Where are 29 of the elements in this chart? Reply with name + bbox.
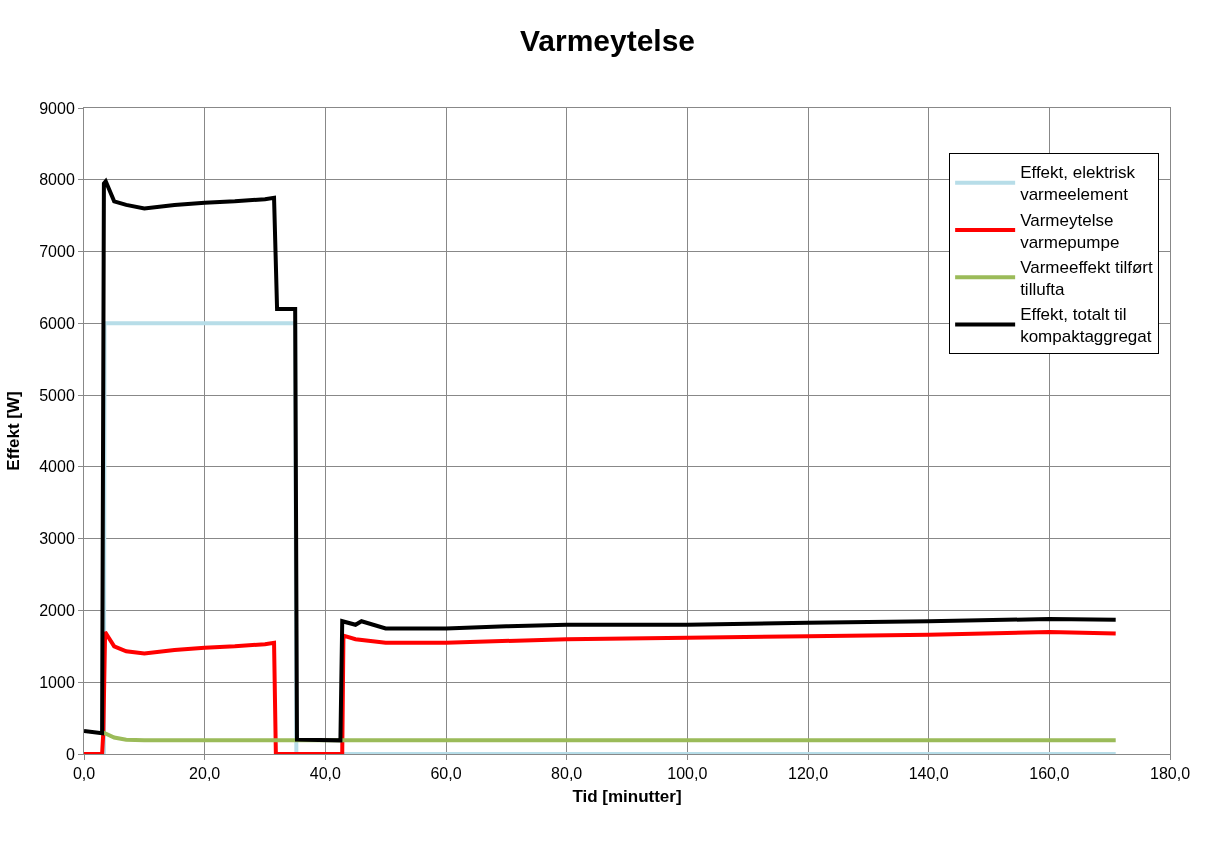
y-tick-label: 2000	[39, 602, 75, 620]
legend-label: Varmeeffekt tilført tillufta	[1020, 257, 1153, 299]
y-tick-label: 6000	[39, 314, 75, 332]
x-tick-label: 40,0	[309, 765, 341, 783]
y-axis-title: Effekt [W]	[3, 391, 23, 471]
y-tick-label: 5000	[39, 386, 75, 404]
legend-label: Effekt, elektrisk varmeelement	[1020, 163, 1136, 205]
y-tick-label: 0	[65, 745, 75, 763]
x-tick-label: 140,0	[908, 765, 949, 783]
legend-label: Varmeytelse varmepumpe	[1020, 210, 1120, 252]
y-tick-label: 4000	[39, 458, 75, 476]
y-tick-label: 3000	[39, 530, 75, 548]
x-tick-label: 20,0	[189, 765, 221, 783]
x-tick-label: 160,0	[1029, 765, 1070, 783]
y-tick-label: 7000	[39, 243, 75, 261]
line-series	[101, 730, 1118, 743]
x-tick-label: 180,0	[1149, 765, 1191, 783]
x-tick-label: 60,0	[430, 765, 462, 783]
legend-label: Effekt, totalt til kompaktaggregat	[1020, 305, 1152, 347]
y-tick-label: 8000	[39, 171, 75, 189]
x-tick-label: 0,0	[72, 765, 96, 783]
line-series	[84, 629, 1118, 754]
y-tick-label: 1000	[39, 673, 75, 691]
x-tick-label: 100,0	[667, 765, 708, 783]
x-tick-label: 80,0	[551, 765, 583, 783]
y-tick-label: 9000	[39, 99, 75, 117]
x-axis-title: Tid [minutter]	[572, 786, 682, 806]
x-tick-label: 120,0	[787, 765, 829, 783]
chart-title: Varmeytelse	[519, 23, 696, 57]
